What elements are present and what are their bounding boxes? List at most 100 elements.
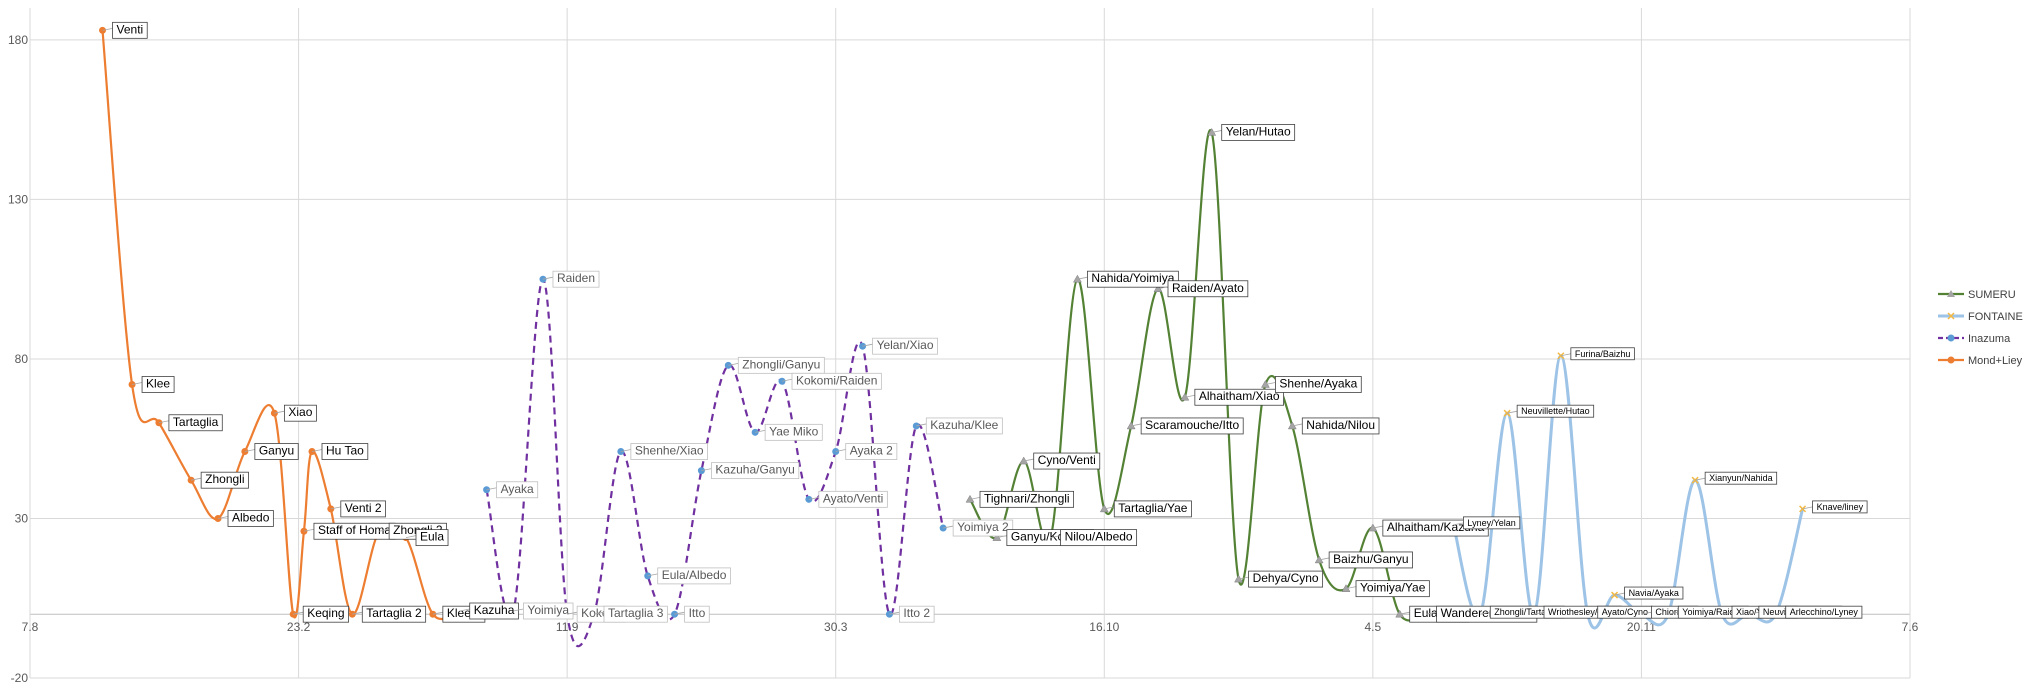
data-label-box xyxy=(603,605,668,623)
x-tick-label: 4.5 xyxy=(1365,620,1382,634)
data-label: Ganyu xyxy=(259,443,294,457)
data-label: Zhongli/Ganyu xyxy=(742,357,820,371)
label-leader-line xyxy=(1507,410,1518,414)
data-label-box xyxy=(1275,376,1362,393)
data-label: Venti 2 xyxy=(345,501,382,515)
data-point[interactable] xyxy=(1503,409,1511,417)
data-label-box xyxy=(302,605,349,623)
label-leader-line xyxy=(647,573,658,577)
data-label: Keqing xyxy=(307,606,344,620)
label-leader-line xyxy=(311,449,323,452)
data-label: Yae Miko xyxy=(769,424,818,438)
data-label-box xyxy=(1785,605,1863,619)
data-label-box xyxy=(1167,280,1249,298)
data-label: Yoimiya 2 xyxy=(957,520,1009,534)
label-leader-line xyxy=(542,276,554,280)
data-label-box xyxy=(1463,516,1521,530)
legend-entry: Inazuma xyxy=(1968,333,2011,345)
data-label: Nilou/Albedo xyxy=(1065,530,1133,544)
data-label-box xyxy=(200,471,249,489)
label-leader-line xyxy=(459,608,470,612)
data-label-box xyxy=(227,510,274,527)
data-label: Itto xyxy=(689,606,706,620)
label-leader-line xyxy=(244,449,255,452)
data-label-box xyxy=(112,21,148,39)
data-label-box xyxy=(1140,417,1244,435)
data-label: Furina/Baizhu xyxy=(1575,349,1631,359)
label-leader-line xyxy=(1238,576,1249,580)
data-label-box xyxy=(1248,570,1324,588)
data-label-box xyxy=(1301,417,1380,435)
data-label: Albedo xyxy=(232,510,270,524)
label-leader-line xyxy=(835,449,846,452)
label-leader-line xyxy=(1614,592,1625,596)
data-point[interactable] xyxy=(99,26,107,34)
data-point[interactable] xyxy=(1691,476,1699,484)
label-leader-line xyxy=(1211,130,1222,133)
series-line-inazuma xyxy=(485,278,945,648)
data-label: Hu Tao xyxy=(326,443,364,457)
label-leader-line xyxy=(1050,535,1061,539)
data-label: Tighnari/Zhongli xyxy=(984,491,1070,505)
label-leader-line xyxy=(1775,611,1786,615)
data-label: Nahida/Yoimiya xyxy=(1091,271,1174,285)
x-tick-label: 7.6 xyxy=(1902,620,1919,634)
label-leader-line xyxy=(102,27,113,31)
data-label: Tartaglia xyxy=(173,415,219,429)
label-leader-line xyxy=(191,477,202,481)
label-leader-line xyxy=(943,525,954,529)
y-tick-label: 30 xyxy=(15,511,29,525)
x-tick-label: 23.2 xyxy=(287,620,311,634)
data-label-box xyxy=(791,372,882,390)
data-label-box xyxy=(845,443,898,460)
legend-entry: SUMERU xyxy=(1968,289,2016,301)
y-tick-label: 130 xyxy=(8,192,28,206)
label-leader-line xyxy=(1345,586,1357,590)
data-label-box xyxy=(168,414,223,432)
legend-entry: Mond+Liey xyxy=(1968,355,2023,367)
data-label: Shenhe/Ayaka xyxy=(1279,376,1357,390)
data-point[interactable] xyxy=(327,505,335,513)
label-leader-line xyxy=(728,362,739,366)
data-label: Tartaglia 2 xyxy=(366,606,422,620)
data-point[interactable] xyxy=(1799,505,1807,513)
data-label: Xianyun/Nahida xyxy=(1709,473,1773,483)
data-label: Raiden xyxy=(557,271,595,285)
data-label: Yelan/Xiao xyxy=(877,338,934,352)
data-label: Lyney/Yelan xyxy=(1467,518,1515,528)
data-label-box xyxy=(321,443,369,460)
data-label: Staff of Homa xyxy=(318,523,391,537)
data-label-box xyxy=(925,417,1003,435)
data-label-box xyxy=(1812,500,1868,514)
series-line-sumeru xyxy=(969,128,1427,622)
label-leader-line xyxy=(1077,276,1088,280)
data-label: Yoimiya/Raiden xyxy=(1682,607,1744,617)
data-label: Ayaka xyxy=(501,482,534,496)
data-point[interactable] xyxy=(1611,591,1619,599)
data-label-box xyxy=(469,602,519,620)
data-label-box xyxy=(496,481,539,499)
data-label-box xyxy=(711,462,800,480)
label-leader-line xyxy=(1131,423,1142,427)
data-label-box xyxy=(340,500,386,518)
data-label-box xyxy=(141,376,175,393)
label-leader-line xyxy=(1426,611,1437,615)
data-label: Alhaitham/Xiao xyxy=(1199,389,1280,403)
data-label-box xyxy=(764,423,823,441)
data-label-box xyxy=(952,519,1014,537)
data-label: Zhongli/Tartaglia xyxy=(1494,607,1560,617)
x-tick-label: 30.3 xyxy=(824,620,848,634)
data-label: Navia/Ayaka xyxy=(1629,588,1679,598)
data-label: Tartaglia 3 xyxy=(608,606,664,620)
data-label: Tartaglia/Yae xyxy=(1118,501,1187,515)
data-label-box xyxy=(684,605,710,623)
data-label: Kokomi/Raiden xyxy=(796,373,877,387)
data-label-box xyxy=(254,443,299,460)
label-leader-line xyxy=(1480,611,1491,615)
label-leader-line xyxy=(158,420,169,424)
data-label: Shenhe/Xiao xyxy=(635,443,704,457)
data-label-box xyxy=(818,490,888,508)
data-label: Zhongli xyxy=(205,472,244,486)
data-label-box xyxy=(1516,404,1595,418)
x-tick-label: 16.10 xyxy=(1089,620,1119,634)
